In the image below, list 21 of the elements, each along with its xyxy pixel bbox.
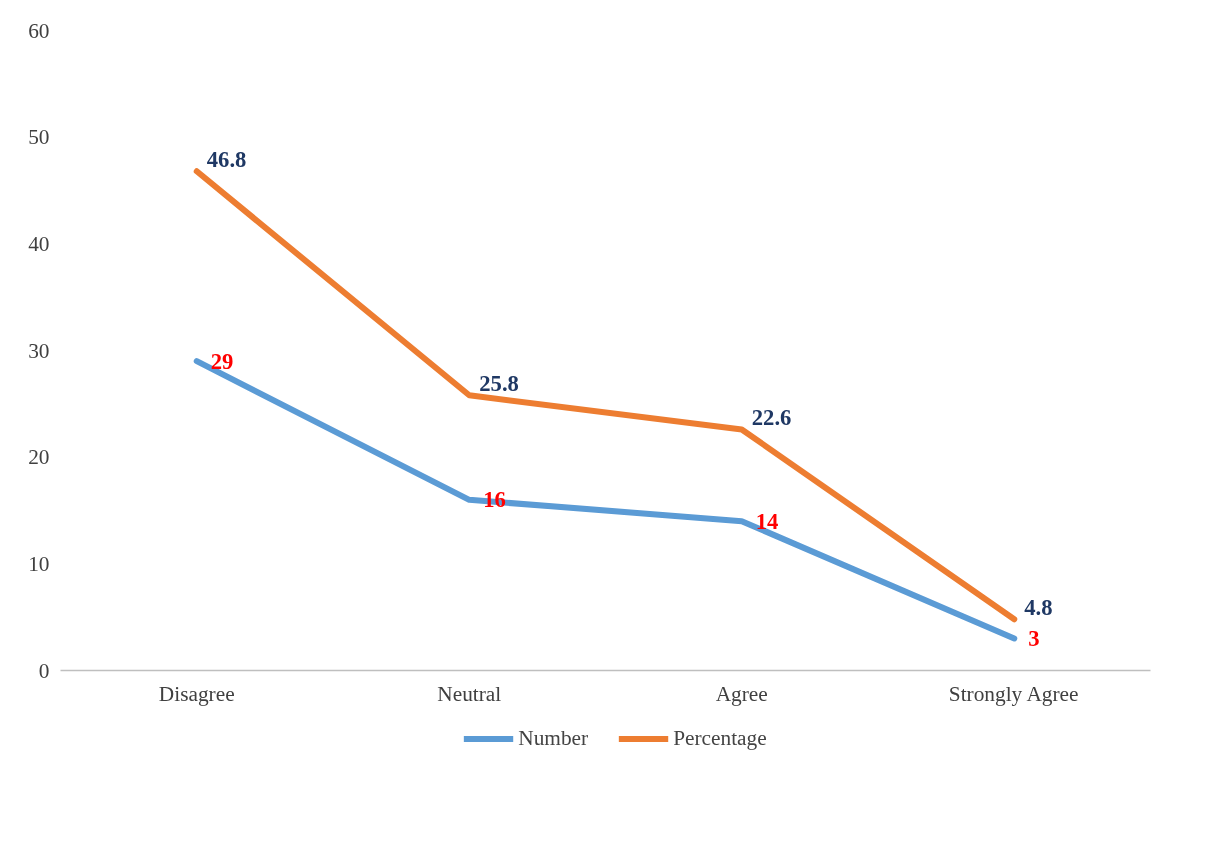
data-label: 14 <box>755 508 779 534</box>
data-label: 22.6 <box>751 405 792 431</box>
y-tick-label: 40 <box>28 231 50 256</box>
data-label: 29 <box>210 348 234 374</box>
legend-label: Percentage <box>673 725 767 751</box>
y-tick-label: 50 <box>28 125 50 150</box>
legend-label: Number <box>518 725 589 751</box>
x-tick-label: Agree <box>715 681 768 706</box>
y-tick-label: 60 <box>28 18 50 43</box>
data-label: 25.8 <box>479 371 519 397</box>
y-tick-label: 0 <box>38 658 50 683</box>
x-tick-label: Neutral <box>437 681 502 706</box>
data-label: 16 <box>483 487 506 513</box>
data-label: 4.8 <box>1024 595 1053 621</box>
x-tick-label: Disagree <box>158 681 235 706</box>
x-tick-label: Strongly Agree <box>948 681 1079 706</box>
data-label: 46.8 <box>206 147 247 173</box>
y-tick-label: 20 <box>28 445 50 470</box>
y-tick-label: 10 <box>28 551 50 576</box>
data-label: 3 <box>1028 626 1040 651</box>
y-tick-label: 30 <box>28 338 50 363</box>
